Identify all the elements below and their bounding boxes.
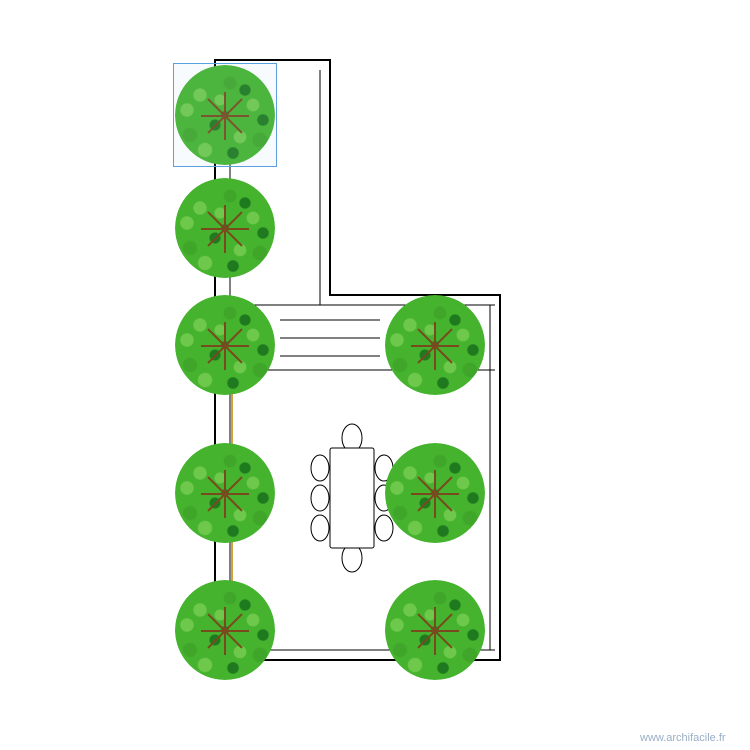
tree-icon[interactable] (175, 443, 275, 543)
table-top[interactable] (330, 448, 374, 548)
chair-icon (311, 485, 329, 511)
selection-box[interactable] (173, 63, 277, 167)
plan-structure (0, 0, 750, 750)
chair-icon (311, 455, 329, 481)
dining-table[interactable] (311, 424, 393, 572)
tree-icon[interactable] (175, 580, 275, 680)
chair-icon (311, 515, 329, 541)
tree-icon[interactable] (385, 580, 485, 680)
tree-icon[interactable] (385, 443, 485, 543)
floorplan-canvas[interactable]: www.archifacile.fr (0, 0, 750, 750)
tree-icon[interactable] (385, 295, 485, 395)
tree-icon[interactable] (175, 295, 275, 395)
watermark-text: www.archifacile.fr (640, 732, 726, 744)
tree-icon[interactable] (175, 178, 275, 278)
